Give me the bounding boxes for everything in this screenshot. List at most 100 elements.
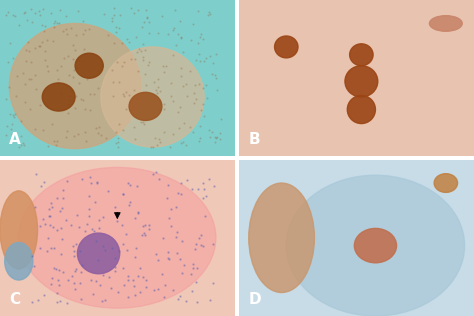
Point [102, 247, 109, 252]
Point [55, 283, 63, 288]
Point [79, 262, 86, 267]
Point [92, 278, 100, 283]
Point [44, 143, 52, 149]
Point [192, 97, 200, 102]
Point [155, 30, 162, 35]
Point [65, 73, 73, 78]
Point [182, 143, 190, 148]
Point [17, 118, 25, 124]
Point [139, 274, 146, 279]
Point [141, 48, 148, 53]
Point [139, 55, 146, 60]
Point [130, 283, 138, 288]
Point [70, 75, 77, 80]
Point [211, 134, 219, 139]
Point [174, 32, 182, 37]
Point [45, 68, 52, 73]
Point [167, 223, 174, 228]
Point [99, 214, 107, 219]
Point [169, 132, 177, 137]
Point [139, 41, 147, 46]
Point [65, 97, 73, 102]
Point [194, 40, 202, 46]
Point [19, 70, 27, 76]
Point [112, 130, 120, 135]
Point [117, 12, 124, 17]
Point [173, 235, 180, 240]
Point [62, 27, 70, 32]
Point [36, 102, 44, 107]
Ellipse shape [345, 66, 378, 97]
Point [196, 123, 204, 128]
Point [111, 265, 119, 270]
Point [134, 210, 141, 216]
Point [177, 65, 185, 70]
Point [78, 177, 85, 182]
Point [189, 265, 197, 270]
Point [108, 18, 115, 23]
Point [91, 91, 98, 96]
Point [89, 227, 96, 232]
Point [8, 131, 15, 137]
Point [125, 93, 133, 98]
Point [197, 135, 204, 140]
Point [167, 80, 175, 85]
Point [73, 58, 81, 63]
Point [92, 126, 100, 131]
Point [9, 56, 17, 61]
Point [139, 57, 147, 62]
Point [180, 262, 188, 267]
Point [53, 266, 60, 271]
Point [156, 140, 164, 145]
Point [22, 59, 30, 64]
Point [47, 282, 55, 287]
Point [80, 97, 87, 102]
Point [41, 58, 49, 63]
Point [203, 82, 210, 87]
Point [48, 122, 55, 127]
Point [26, 106, 34, 112]
Point [196, 35, 204, 40]
Ellipse shape [249, 183, 314, 293]
Point [75, 8, 82, 13]
Point [145, 63, 152, 68]
Point [62, 14, 70, 19]
Point [164, 32, 172, 37]
Point [180, 84, 187, 89]
Point [72, 65, 80, 70]
Point [196, 138, 203, 143]
Point [54, 21, 61, 26]
Point [80, 47, 88, 52]
Point [174, 297, 182, 302]
Point [36, 12, 44, 17]
Point [46, 213, 54, 218]
Point [143, 7, 150, 12]
Point [137, 119, 145, 124]
Point [131, 136, 139, 141]
Point [3, 123, 10, 128]
Point [72, 287, 79, 292]
Point [154, 77, 162, 82]
Point [67, 223, 75, 228]
Ellipse shape [129, 92, 162, 120]
Point [161, 70, 168, 75]
Point [82, 139, 90, 144]
Ellipse shape [350, 44, 373, 66]
Point [135, 273, 142, 278]
Point [67, 88, 75, 94]
Point [187, 68, 194, 73]
Point [198, 242, 205, 247]
Point [159, 13, 166, 18]
Point [27, 77, 35, 82]
Point [206, 12, 214, 17]
Point [143, 15, 150, 21]
Point [143, 15, 151, 20]
Point [135, 47, 143, 52]
Point [27, 7, 35, 12]
Point [64, 300, 71, 305]
Ellipse shape [355, 228, 397, 263]
Point [15, 144, 23, 149]
Point [54, 299, 61, 304]
Point [19, 140, 27, 145]
Point [75, 81, 82, 86]
